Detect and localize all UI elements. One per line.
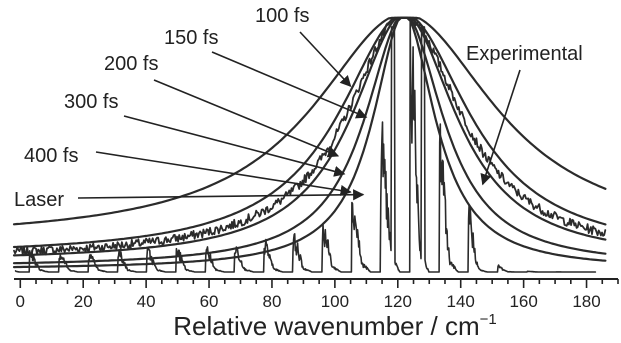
annotations-layer: 100 fs 150 fs 200 fs 300 fs 400 fs Laser Exper… [14, 5, 583, 211]
annotation-label: 300 fs [64, 91, 118, 113]
x-tick-label: 80 [262, 292, 281, 311]
annotation-arrow [95, 151, 352, 196]
x-tick-label: 100 [321, 292, 349, 311]
annotation-arrow [480, 69, 521, 186]
series-100-fs [12, 16, 607, 226]
x-axis-label: Relative wavenumber / cm−1 [173, 311, 496, 341]
annotation-arrow [123, 115, 346, 177]
x-tick-label: 180 [572, 292, 600, 311]
series-400-fs [12, 16, 607, 269]
x-axis-label-text: Relative wavenumber / cm [173, 311, 479, 341]
x-tick-label: 120 [384, 292, 412, 311]
annotation-arrow [299, 31, 352, 88]
series-laser [14, 20, 597, 273]
x-tick-label: 0 [16, 292, 25, 311]
annotation-arrow [77, 189, 365, 201]
x-tick-label: 160 [509, 292, 537, 311]
x-tick-label: 140 [447, 292, 475, 311]
series-experimental [13, 17, 607, 257]
x-axis-label-superscript: −1 [480, 311, 497, 328]
series-150-fs [12, 16, 607, 249]
x-tick-label: 40 [137, 292, 156, 311]
annotation-label: Experimental [466, 43, 583, 65]
annotation-arrow [211, 51, 368, 119]
annotation-arrow [153, 79, 340, 158]
x-axis: 0 20 40 60 80 100 120 140 160 180 [14, 278, 619, 311]
annotation-label: 150 fs [164, 27, 218, 49]
annotation-label: 200 fs [104, 53, 158, 75]
annotation-label: Laser [14, 189, 64, 211]
x-tick-label: 60 [200, 292, 219, 311]
x-tick-label: 20 [74, 292, 93, 311]
series-300-fs [12, 16, 607, 265]
annotation-label: 100 fs [255, 5, 309, 27]
annotation-label: 400 fs [24, 145, 78, 167]
